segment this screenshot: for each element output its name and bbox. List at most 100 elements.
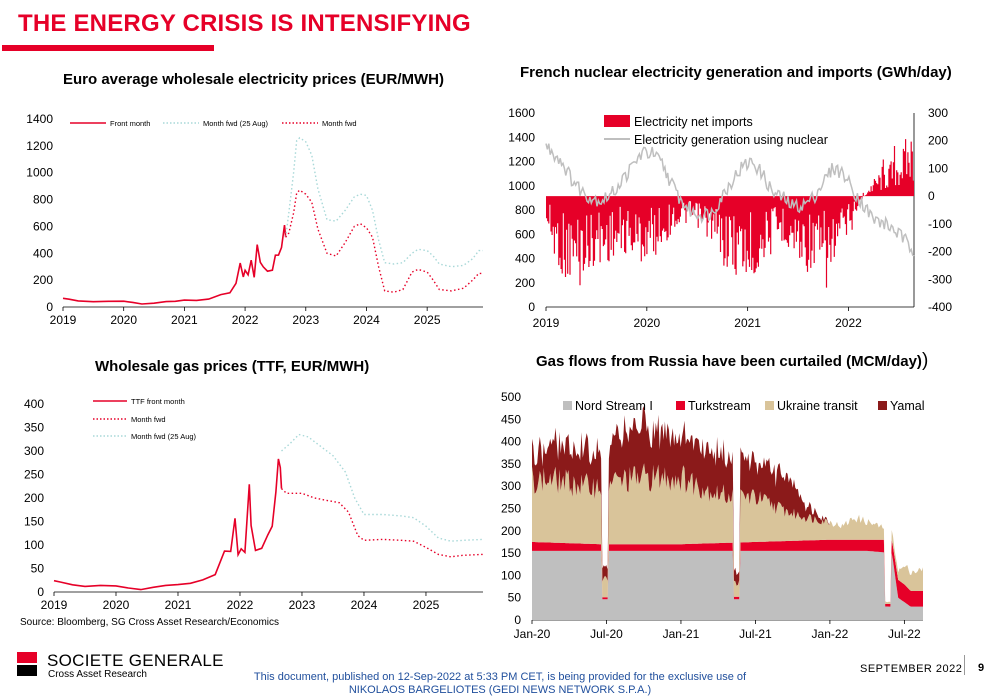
- page-title: THE ENERGY CRISIS IS INTENSIFYING: [18, 10, 471, 37]
- nuclear-y-tick-label: 800: [515, 203, 535, 217]
- gas-y-tick-label: 250: [24, 468, 44, 482]
- russia-y-tick-label: 100: [501, 568, 521, 582]
- nuclear-imports-bars: [546, 139, 914, 288]
- electricity-y-tick-label: 800: [33, 193, 53, 207]
- nuclear-y2-tick-label: 200: [928, 134, 948, 148]
- electricity-y-tick-label: 600: [33, 219, 53, 233]
- publication-date: SEPTEMBER 2022: [860, 663, 963, 675]
- russia-area-yamal: [532, 405, 923, 603]
- electricity-chart-title: Euro average wholesale electricity price…: [63, 71, 444, 88]
- nuclear-y-tick-label: 1400: [508, 130, 535, 144]
- gas-y-tick-label: 0: [37, 585, 44, 599]
- russia-legend-label: Turkstream: [688, 399, 751, 413]
- russia-y-tick-label: 0: [514, 613, 521, 627]
- russia-chart-title-text: Gas flows from Russia have been curtaile…: [536, 353, 922, 370]
- russia-legend-label: Yamal: [890, 399, 925, 413]
- nuclear-x-tick-label: 2021: [734, 316, 761, 330]
- nuclear-x-tick-label: 2019: [533, 316, 560, 330]
- gas-legend-label: Month fwd (25 Aug): [131, 432, 197, 441]
- footer-divider: [964, 655, 965, 675]
- gas-y-tick-label: 300: [24, 444, 44, 458]
- gas-x-tick-label: 2020: [103, 598, 130, 612]
- nuclear-y2-tick-label: 300: [928, 106, 948, 120]
- electricity-y-tick-label: 1000: [26, 166, 53, 180]
- nuclear-y2-tick-label: -300: [928, 272, 952, 286]
- nuclear-y-tick-label: 0: [528, 300, 535, 314]
- electricity-x-tick-label: 2022: [232, 313, 259, 327]
- electricity-y-tick-label: 200: [33, 273, 53, 287]
- russia-y-tick-label: 50: [508, 591, 522, 605]
- russia-y-tick-label: 450: [501, 412, 521, 426]
- gas-y-tick-label: 50: [31, 562, 45, 576]
- russia-area-turkstream: [532, 539, 923, 607]
- nuclear-y-tick-label: 200: [515, 276, 535, 290]
- electricity-legend-label: Month fwd: [322, 119, 357, 128]
- electricity-series-0-line: [62, 224, 287, 305]
- gas-x-tick-label: 2023: [289, 598, 316, 612]
- russia-x-tick-label: Jul-22: [888, 627, 921, 641]
- nuclear-y2-tick-label: 0: [928, 189, 935, 203]
- russia-legend-swatch: [563, 401, 572, 410]
- russia-y-tick-label: 400: [501, 435, 521, 449]
- nuclear-chart-title: French nuclear electricity generation an…: [520, 64, 952, 81]
- nuclear-y-tick-label: 400: [515, 252, 535, 266]
- gas-y-tick-label: 100: [24, 538, 44, 552]
- russia-chart-title-suffix: ): [921, 350, 929, 371]
- nuclear-legend-swatch-imports: [604, 115, 630, 127]
- electricity-x-tick-label: 2024: [353, 313, 380, 327]
- russia-x-tick-label: Jan-21: [663, 627, 700, 641]
- russia-y-tick-label: 350: [501, 457, 521, 471]
- russia-area-nord-stream-i: [532, 550, 923, 620]
- page-number: 9: [978, 662, 985, 674]
- electricity-x-tick-label: 2020: [110, 313, 137, 327]
- disclaimer-line-1: This document, published on 12-Sep-2022 …: [253, 671, 747, 683]
- electricity-legend-label: Month fwd (25 Aug): [203, 119, 269, 128]
- gas-legend-label: TTF front month: [131, 397, 185, 406]
- electricity-series-2-line: [285, 189, 483, 293]
- russia-x-tick-label: Jan-20: [514, 627, 551, 641]
- disclaimer-line-2: NIKOLAOS BARGELIOTES (GEDI NEWS NETWORK …: [348, 684, 652, 696]
- nuclear-legend-label-generation: Electricity generation using nuclear: [634, 133, 828, 147]
- title-underline-bar: [2, 45, 214, 51]
- gas-y-tick-label: 200: [24, 491, 44, 505]
- electricity-x-tick-label: 2023: [292, 313, 319, 327]
- gas-y-tick-label: 350: [24, 421, 44, 435]
- electricity-y-tick-label: 0: [46, 300, 53, 314]
- nuclear-x-tick-label: 2020: [633, 316, 660, 330]
- gas-x-tick-label: 2021: [165, 598, 192, 612]
- electricity-y-tick-label: 400: [33, 246, 53, 260]
- electricity-y-tick-label: 1400: [26, 112, 53, 126]
- russia-x-tick-label: Jul-21: [739, 627, 772, 641]
- gas-x-tick-label: 2019: [41, 598, 68, 612]
- russia-legend-swatch: [878, 401, 887, 410]
- russia-x-tick-label: Jul-20: [590, 627, 623, 641]
- russia-chart-title: Gas flows from Russia have been curtaile…: [536, 350, 928, 372]
- nuclear-y2-tick-label: -200: [928, 245, 952, 259]
- russia-legend-swatch: [765, 401, 774, 410]
- nuclear-y2-tick-label: -400: [928, 300, 952, 314]
- russia-y-tick-label: 250: [501, 502, 521, 516]
- nuclear-y-tick-label: 1000: [508, 179, 535, 193]
- russia-legend-label: Nord Stream I: [575, 399, 653, 413]
- nuclear-y2-tick-label: 100: [928, 161, 948, 175]
- nuclear-y-tick-label: 1200: [508, 155, 535, 169]
- nuclear-x-tick-label: 2022: [835, 316, 862, 330]
- russia-area-ukraine-transit: [532, 463, 923, 604]
- electricity-x-tick-label: 2025: [414, 313, 441, 327]
- russia-y-tick-label: 500: [501, 390, 521, 404]
- electricity-series-1-line: [285, 136, 483, 268]
- societe-generale-logo-icon: [17, 652, 37, 676]
- russia-legend-label: Ukraine transit: [777, 399, 858, 413]
- nuclear-legend-label-imports: Electricity net imports: [634, 115, 753, 129]
- gas-x-tick-label: 2024: [351, 598, 378, 612]
- electricity-x-tick-label: 2021: [171, 313, 198, 327]
- electricity-y-tick-label: 1200: [26, 139, 53, 153]
- gas-y-tick-label: 400: [24, 397, 44, 411]
- russia-legend-swatch: [676, 401, 685, 410]
- gas-series-1-line: [281, 488, 484, 558]
- russia-y-tick-label: 300: [501, 479, 521, 493]
- nuclear-generation-line: [545, 143, 915, 257]
- gas-x-tick-label: 2022: [227, 598, 254, 612]
- electricity-legend-label: Front month: [110, 119, 150, 128]
